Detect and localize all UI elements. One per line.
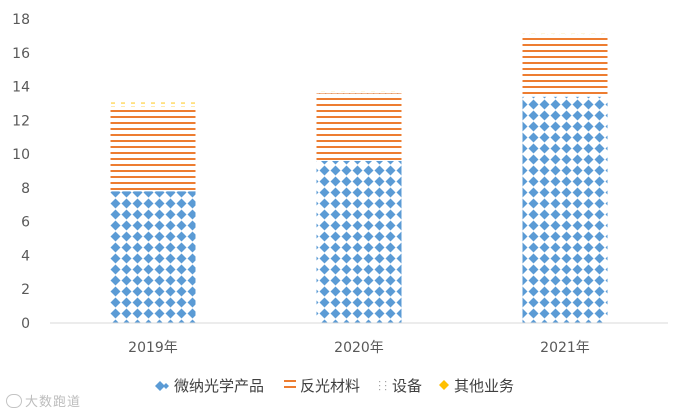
y-tick-label: 10 [12,147,30,163]
legend-label: 微纳光学产品 [174,377,264,395]
legend-label: 反光材料 [300,377,360,395]
bar-segment [110,106,196,109]
x-tick-label: 2019年 [128,340,178,356]
y-tick-label: 2 [21,282,30,298]
bars [110,33,608,323]
legend-label: 其他业务 [454,377,514,395]
y-axis: 0 2 4 6 8 10 12 14 16 18 [12,12,30,332]
bar-segment [316,91,402,94]
bar-segment [316,90,402,92]
x-tick-label: 2021年 [540,340,590,356]
y-tick-label: 0 [21,316,30,332]
legend-label: 设备 [392,377,422,395]
y-tick-label: 16 [12,46,30,62]
watermark: 大数跑道 [6,391,81,410]
legend-key [376,380,388,392]
bar-segment [522,33,608,35]
bar-segment [110,108,196,192]
bar-segment [110,191,196,323]
bar-segment [316,93,402,161]
watermark-text: 大数跑道 [25,395,82,410]
legend-key [439,380,449,390]
y-tick-label: 18 [12,12,30,28]
watermark-logo-icon [6,394,22,408]
bar-segment [110,102,196,107]
y-tick-label: 6 [21,215,30,231]
x-tick-label: 2020年 [334,340,384,356]
legend-key [155,381,165,391]
bar-segment [522,35,608,97]
x-axis: 2019年 2020年 2021年 [128,340,590,356]
legend-key [163,383,169,389]
bar-segment [522,96,608,323]
y-tick-label: 12 [12,113,30,129]
legend: 微纳光学产品 反光材料 设备 其他业务 [155,377,514,395]
bar-segment [316,160,402,323]
legend-key [284,380,296,392]
y-tick-label: 4 [21,248,30,264]
bar-segment [522,34,608,36]
y-tick-label: 8 [21,181,30,197]
y-tick-label: 14 [12,80,30,96]
